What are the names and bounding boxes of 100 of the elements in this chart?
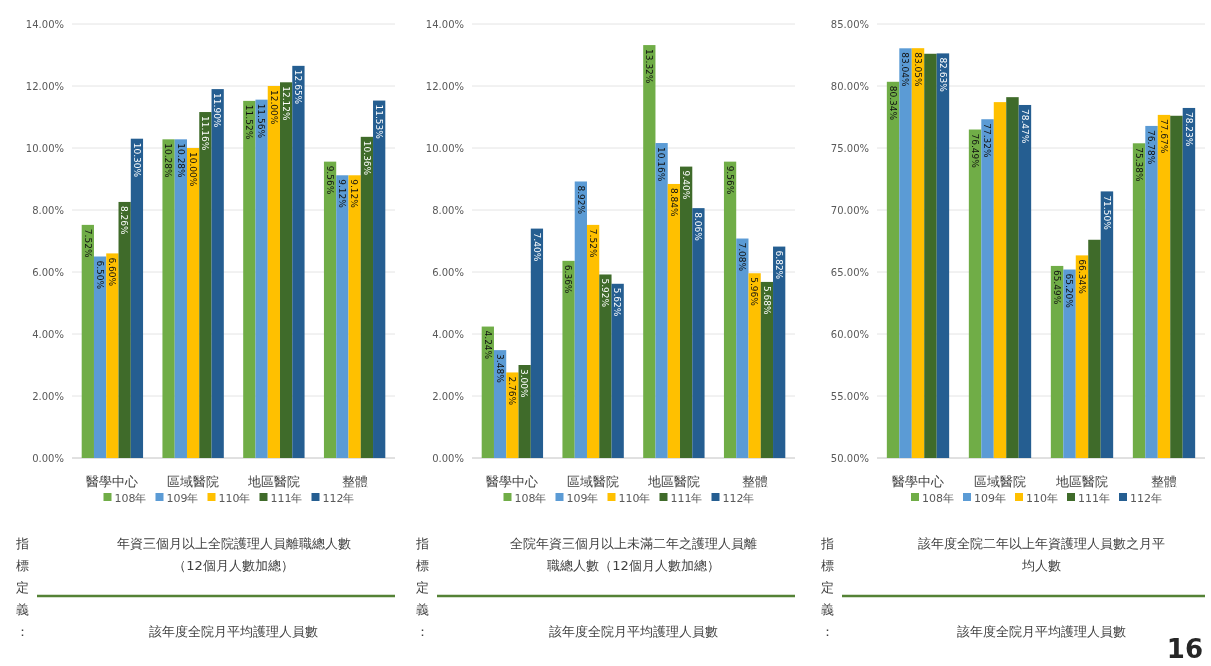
y-tick-label: 4.00% — [432, 329, 464, 340]
y-tick-label: 2.00% — [32, 391, 64, 402]
data-label: 8.06% — [693, 212, 704, 242]
data-label: 77.32% — [982, 123, 993, 158]
x-tick-label: 區域醫院 — [567, 474, 620, 489]
bar — [506, 372, 519, 458]
legend-label: 111年 — [1078, 492, 1110, 505]
bar — [243, 100, 256, 458]
bar — [643, 45, 656, 458]
data-label: 2.76% — [507, 376, 518, 406]
legend-label: 112年 — [1130, 492, 1162, 505]
data-label: 3.48% — [494, 354, 505, 384]
bar — [373, 100, 386, 458]
text: 指標定義： — [819, 536, 834, 639]
bar — [655, 143, 668, 458]
data-label: 9.56% — [324, 165, 335, 195]
data-label: 80.34% — [887, 85, 898, 121]
data-label: 9.40% — [680, 170, 691, 200]
bar — [280, 82, 293, 458]
bar — [348, 175, 361, 458]
bar — [667, 183, 681, 458]
text: 該年度全院月平均護理人員數 — [149, 624, 318, 639]
data-label: 75.38% — [1133, 147, 1144, 183]
bar — [562, 260, 575, 458]
bar — [586, 224, 600, 458]
y-tick-label: 2.00% — [432, 391, 464, 402]
data-label: 5.62% — [612, 287, 623, 317]
y-tick-label: 55.00% — [830, 391, 869, 402]
text: 該年度全院月平均護理人員數 — [956, 624, 1126, 639]
bar — [481, 326, 494, 458]
y-tick-label: 8.00% — [32, 205, 64, 216]
legend-label: 111年 — [270, 492, 303, 505]
y-tick-label: 10.00% — [425, 143, 464, 154]
data-label: 6.50% — [94, 260, 105, 290]
bar — [323, 161, 337, 458]
x-tick-label: 整體 — [741, 474, 768, 489]
data-label: 3.00% — [519, 369, 530, 399]
bar — [360, 136, 374, 458]
data-label: 5.96% — [749, 277, 760, 307]
bar — [336, 175, 349, 458]
data-label: 77.67% — [1158, 118, 1169, 154]
y-tick-label: 12.00% — [425, 81, 464, 92]
bar — [530, 228, 544, 458]
data-label: 83.05% — [912, 52, 923, 87]
y-tick-label: 4.00% — [32, 329, 64, 340]
bar — [267, 86, 281, 458]
legend-label: 110年 — [218, 492, 251, 505]
data-label: 76.78% — [1146, 129, 1157, 165]
y-tick-label: 6.00% — [32, 267, 64, 278]
bar — [692, 208, 705, 458]
legend-label: 110年 — [1026, 492, 1058, 505]
bar — [162, 139, 175, 458]
legend-label: 108年 — [922, 492, 954, 505]
data-label: 7.40% — [531, 232, 542, 262]
y-tick-label: 65.00% — [830, 267, 869, 278]
data-label: 71.50% — [1101, 195, 1112, 231]
data-label: 9.56% — [724, 165, 735, 195]
data-label: 11.56% — [256, 103, 267, 139]
text: 指標定義： — [414, 536, 429, 639]
data-label: 13.32% — [644, 49, 655, 84]
x-tick-label: 醫學中心 — [86, 474, 139, 489]
y-tick-label: 14.00% — [25, 19, 64, 30]
bar — [748, 273, 761, 458]
legend-label: 112年 — [322, 492, 355, 505]
data-label: 65.20% — [1064, 273, 1075, 309]
y-tick-label: 6.00% — [432, 267, 464, 278]
legend-label: 108年 — [514, 492, 547, 505]
x-tick-label: 地區醫院 — [1055, 474, 1108, 489]
y-tick-label: 0.00% — [32, 453, 64, 464]
legend-label: 110年 — [618, 492, 651, 505]
data-label: 83.04% — [900, 52, 911, 88]
data-label: 11.52% — [244, 104, 255, 140]
bar — [81, 224, 94, 458]
legend-label: 109年 — [166, 492, 199, 505]
y-tick-label: 8.00% — [432, 205, 464, 216]
data-label: 8.92% — [575, 185, 586, 215]
bar — [118, 201, 131, 458]
data-label: 10.36% — [361, 140, 372, 176]
x-tick-label: 區域醫院 — [167, 474, 220, 489]
data-label: 7.52% — [587, 228, 598, 258]
data-label: 10.00% — [187, 152, 198, 187]
data-label: 65.49% — [1051, 269, 1062, 305]
data-label: 8.26% — [119, 205, 130, 235]
bar — [599, 274, 612, 458]
bar — [93, 256, 107, 458]
text: 全院年資三個月以上未滿二年之護理人員離職總人數（12個月人數加總） — [510, 536, 757, 573]
text: 該年度全院二年以上年資護理人員數之月平均人數 — [917, 536, 1165, 573]
y-tick-label: 60.00% — [830, 329, 869, 340]
data-label: 11.53% — [373, 104, 384, 140]
data-label: 9.12% — [337, 179, 348, 209]
bar — [736, 238, 749, 458]
bar — [130, 138, 144, 458]
y-tick-label: 14.00% — [425, 19, 464, 30]
y-tick-label: 12.00% — [25, 81, 64, 92]
x-tick-label: 整體 — [341, 474, 368, 489]
y-tick-label: 50.00% — [830, 453, 869, 464]
data-label: 8.84% — [668, 187, 679, 217]
data-label: 76.49% — [969, 133, 980, 169]
data-label: 78.47% — [1019, 108, 1030, 144]
data-label: 6.82% — [773, 250, 784, 280]
